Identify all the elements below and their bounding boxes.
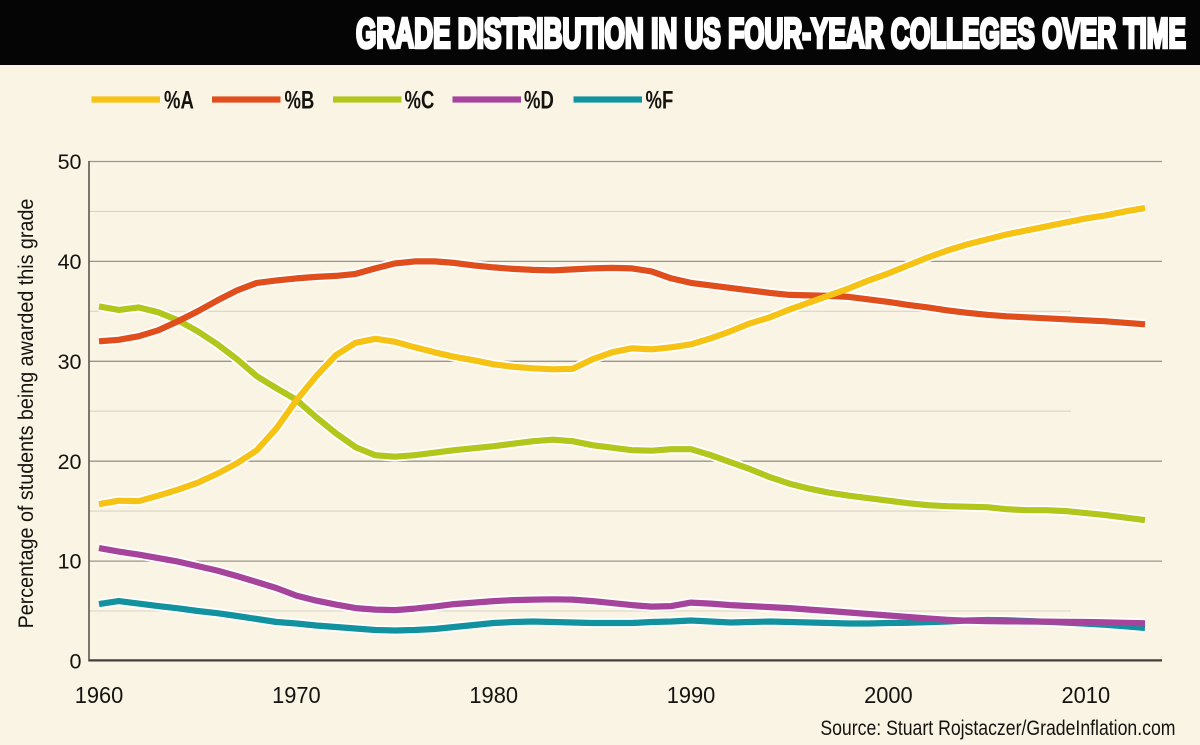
svg-text:50: 50 xyxy=(58,150,82,174)
svg-text:30: 30 xyxy=(58,350,82,374)
svg-text:1990: 1990 xyxy=(667,681,716,708)
svg-text:0: 0 xyxy=(70,650,82,674)
svg-text:20: 20 xyxy=(58,450,82,474)
svg-text:%C: %C xyxy=(405,86,435,114)
svg-text:GRADE DISTRIBUTION IN US FOUR-: GRADE DISTRIBUTION IN US FOUR-YEAR COLLE… xyxy=(356,10,1186,57)
svg-text:2000: 2000 xyxy=(864,681,913,708)
svg-text:1970: 1970 xyxy=(272,681,321,708)
svg-text:1960: 1960 xyxy=(75,681,124,708)
svg-text:1980: 1980 xyxy=(469,681,518,708)
svg-text:10: 10 xyxy=(58,550,82,574)
svg-text:%F: %F xyxy=(646,86,674,114)
svg-text:Source: Stuart Rojstaczer/Grad: Source: Stuart Rojstaczer/GradeInflation… xyxy=(820,716,1175,740)
svg-text:%D: %D xyxy=(524,86,554,114)
svg-text:Percentage of students being a: Percentage of students being awarded thi… xyxy=(15,199,38,629)
svg-text:2010: 2010 xyxy=(1061,681,1110,708)
svg-text:%A: %A xyxy=(164,86,194,114)
svg-text:40: 40 xyxy=(58,250,82,274)
svg-text:%B: %B xyxy=(285,86,315,114)
